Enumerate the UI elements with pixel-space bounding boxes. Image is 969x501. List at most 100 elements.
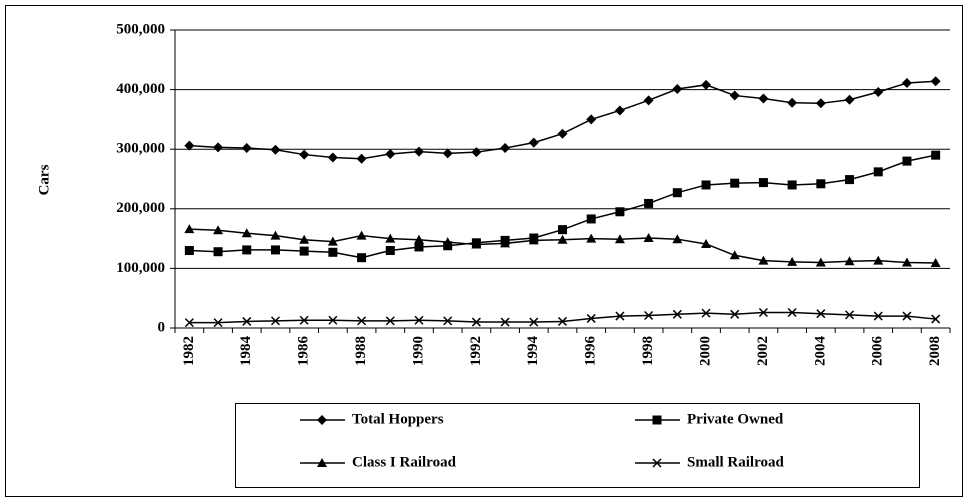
data-point [529,317,539,327]
data-point [413,146,424,157]
data-point [931,314,941,324]
data-point [356,153,367,164]
data-point [557,316,568,326]
data-point [385,148,396,159]
data-point [845,175,855,185]
data-point [701,238,712,248]
data-point [357,253,367,263]
data-point [414,242,424,252]
data-point [787,307,797,318]
data-point [443,316,453,326]
data-point [471,317,481,327]
data-point [328,247,338,257]
data-point [241,143,252,154]
x-tick-label: 1990 [410,336,426,366]
data-point [586,214,596,224]
data-point [844,94,855,105]
legend-label: Class I Railroad [352,454,457,470]
x-tick-label: 2002 [755,336,771,366]
legend-marker [317,415,327,425]
data-point [873,167,883,177]
data-point [873,86,884,97]
data-point [873,255,884,265]
data-point [500,238,511,248]
data-point [558,225,567,235]
data-point [643,233,654,243]
legend-marker [652,458,662,468]
data-point [270,230,281,240]
data-point [184,140,195,151]
data-point [729,90,740,101]
data-point [787,256,798,266]
x-tick-label: 1986 [296,336,312,367]
data-point [414,315,424,325]
data-point [328,315,338,325]
data-point [528,137,539,148]
data-point [356,230,367,240]
data-point [184,246,194,256]
x-tick-label: 1992 [468,336,484,366]
data-point [643,95,654,106]
data-point [758,255,769,265]
data-point [672,84,683,95]
data-point [902,311,912,321]
series-line [189,80,936,160]
x-tick-label: 2008 [927,336,943,366]
chart-border [5,5,963,497]
data-point [586,114,597,125]
data-point [413,234,424,244]
x-tick-label: 2000 [697,336,713,366]
data-point [557,128,568,139]
data-point [672,188,682,198]
x-tick-label: 1988 [353,336,369,366]
data-point [327,236,338,246]
data-point [184,318,194,328]
data-point [241,228,252,238]
data-point [644,310,654,321]
legend-label: Private Owned [687,411,784,427]
data-point [787,97,798,108]
data-point [528,235,539,245]
y-axis-label: Cars [36,164,52,195]
data-point [385,233,396,243]
data-point [931,150,941,160]
y-tick-label: 0 [158,319,166,335]
x-tick-label: 1982 [181,336,197,366]
data-point [816,309,826,319]
data-point [500,317,510,327]
x-tick-label: 2006 [870,336,886,367]
data-point [242,245,252,255]
data-point [586,313,596,323]
data-point [758,93,769,104]
data-point [901,257,912,267]
data-point [729,250,740,260]
x-tick-label: 1994 [525,336,541,367]
data-point [270,144,281,155]
data-point [385,246,395,256]
data-point [787,180,797,190]
data-point [299,315,309,325]
legend-box [235,403,920,488]
data-point [270,316,280,326]
data-point [815,257,826,267]
data-point [815,98,826,109]
data-point [901,78,912,89]
data-point [614,105,625,116]
data-point [299,246,309,256]
legend-label: Small Railroad [687,454,784,470]
data-point [442,148,453,159]
legend-label: Total Hoppers [352,411,444,427]
data-point [644,198,654,208]
data-point [615,311,625,321]
data-point [213,225,224,235]
data-point [844,256,855,266]
data-point [615,207,625,217]
y-tick-label: 200,000 [116,200,165,216]
data-point [701,308,711,318]
data-point [242,316,252,326]
data-point [845,310,855,320]
y-tick-label: 500,000 [116,21,165,37]
data-point [730,178,740,188]
x-tick-label: 2004 [812,336,828,367]
data-point [873,311,883,321]
